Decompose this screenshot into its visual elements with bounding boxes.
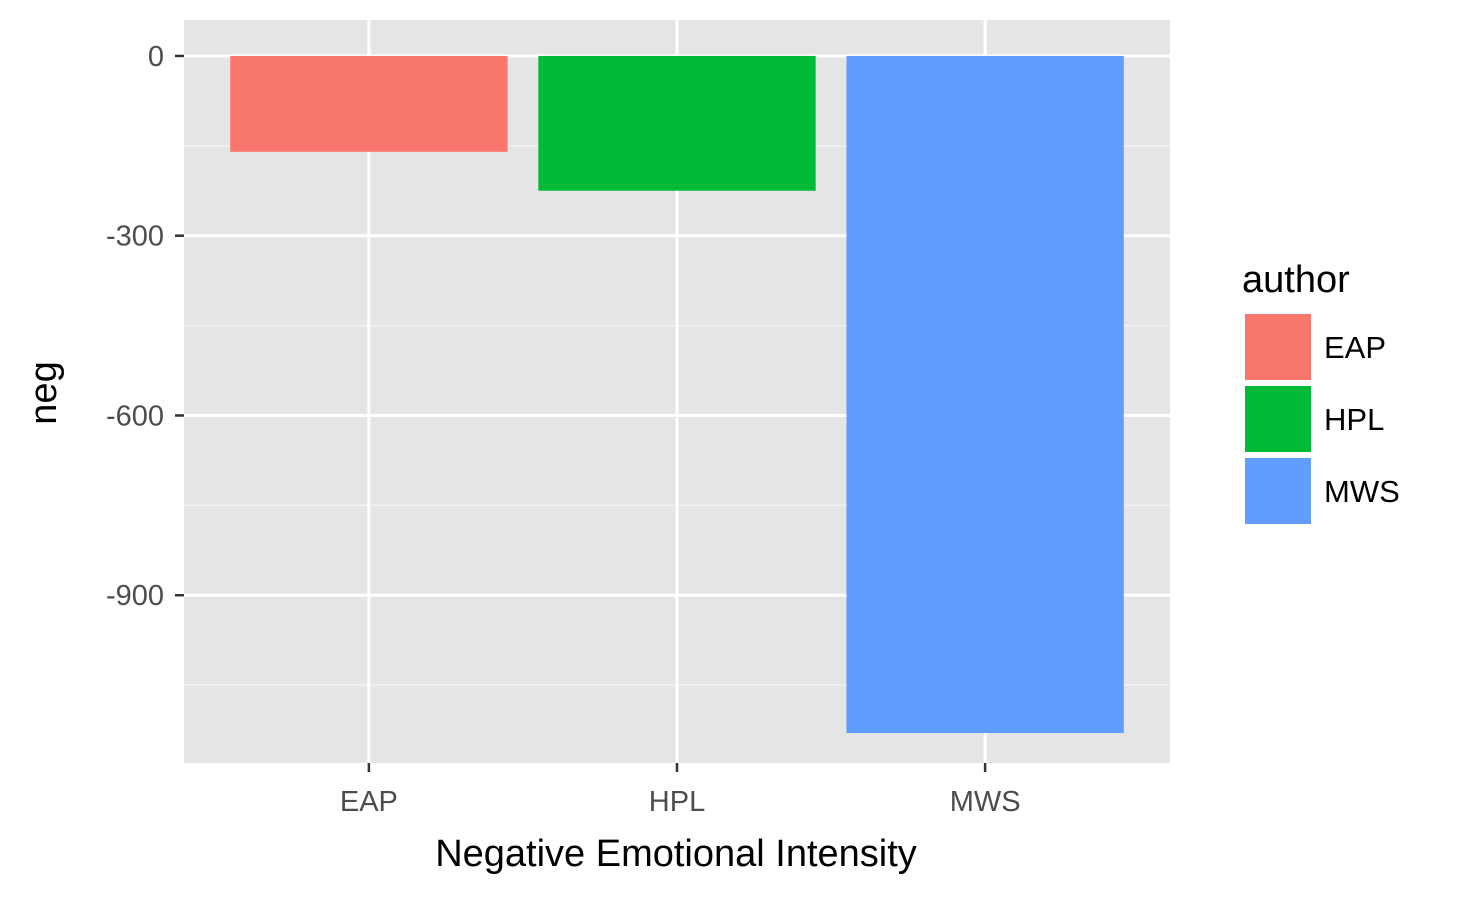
legend-key-hpl — [1245, 386, 1311, 452]
bar-hpl — [538, 55, 816, 191]
legend-label-eap: EAP — [1324, 330, 1386, 365]
x-axis-title: Negative Emotional Intensity — [435, 833, 917, 875]
y-tick-label: 0 — [148, 41, 164, 73]
legend-title: author — [1242, 259, 1350, 301]
bar-eap — [230, 55, 508, 152]
legend: author EAP HPL MWS — [1242, 259, 1400, 524]
x-tick-label: EAP — [340, 786, 398, 818]
y-tick-label: -600 — [106, 400, 164, 432]
x-tick-label: HPL — [649, 786, 705, 818]
y-tick-label: -900 — [106, 580, 164, 612]
bar-mws — [846, 55, 1124, 734]
x-tick-label: MWS — [950, 786, 1021, 818]
y-axis-ticks: 0 -300 -600 -900 — [106, 41, 184, 612]
legend-label-hpl: HPL — [1324, 402, 1384, 437]
y-axis-title: neg — [23, 361, 65, 424]
legend-label-mws: MWS — [1324, 474, 1400, 509]
bars — [230, 55, 1124, 734]
legend-key-mws — [1245, 458, 1311, 524]
y-tick-label: -300 — [106, 221, 164, 253]
legend-key-eap — [1245, 314, 1311, 380]
x-axis-ticks: EAP HPL MWS — [340, 763, 1021, 818]
